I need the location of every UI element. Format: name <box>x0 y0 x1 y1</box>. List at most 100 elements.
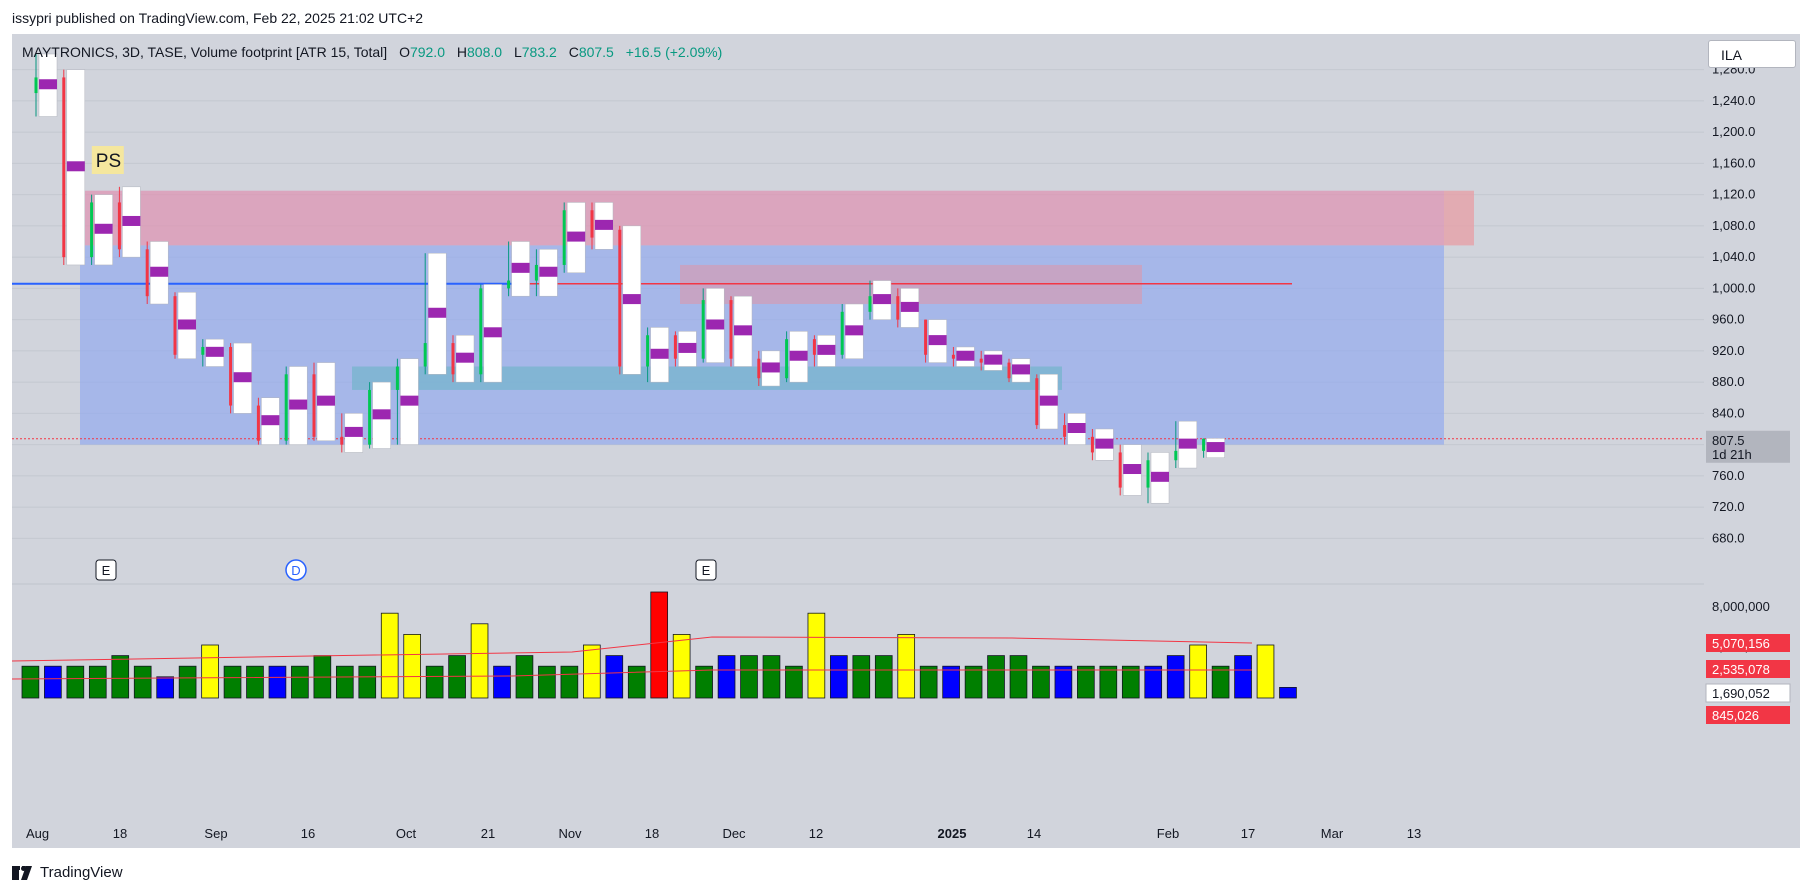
volume-bar <box>1279 687 1297 699</box>
tradingview-logo-icon <box>12 865 32 880</box>
price-tick-label: 1,000.0 <box>1712 280 1755 295</box>
candle <box>368 381 391 449</box>
candle-body <box>979 358 983 363</box>
poc-cell <box>734 325 752 336</box>
time-tick-label: Mar <box>1321 826 1344 841</box>
volume-bar <box>1032 665 1050 699</box>
volume-tag-bg <box>1705 683 1791 703</box>
candle-body <box>1035 378 1039 426</box>
volume-bar <box>874 655 893 699</box>
poc-cell <box>984 354 1003 365</box>
poc-cell <box>456 352 474 363</box>
poc-cell <box>622 294 641 305</box>
candle <box>507 241 530 297</box>
volume-ma-1 <box>11 636 1253 662</box>
chart-legend: MAYTRONICS, 3D, TASE, Volume footprint [… <box>22 44 722 60</box>
volume-tag-bg <box>1706 706 1790 724</box>
poc-cell <box>122 215 141 226</box>
time-tick-label: 21 <box>481 826 495 841</box>
volume-bar <box>66 665 85 699</box>
footer-brand[interactable]: TradingView <box>12 864 123 881</box>
time-tick-label: 16 <box>301 826 315 841</box>
legend-low-label: L <box>513 44 522 60</box>
candle <box>1202 438 1225 458</box>
volume-bar <box>1099 665 1118 699</box>
candle-body <box>201 346 205 355</box>
candle <box>812 335 836 367</box>
poc-cell <box>706 319 725 330</box>
time-tick-label: 18 <box>113 826 127 841</box>
publish-info: issypri published on TradingView.com, Fe… <box>12 10 424 26</box>
chart-svg: PS E D E Aug 18 Sep 16 Oct 21 Nov 18 Dec 12 2025 14 Feb 1… <box>11 53 1704 841</box>
candle <box>284 366 308 445</box>
ps-label: PS <box>96 151 121 172</box>
volume-bar <box>156 676 174 699</box>
poc-cell <box>595 219 613 230</box>
candle <box>395 358 419 445</box>
legend-symbol[interactable]: MAYTRONICS, 3D, TASE, Volume footprint [… <box>22 44 388 60</box>
candle-body <box>284 374 288 441</box>
legend-open-label: O <box>399 44 410 60</box>
poc-cell <box>789 350 808 361</box>
candle-body <box>340 436 344 445</box>
price-tick-label: 880.0 <box>1712 374 1745 389</box>
poc-cell <box>483 327 502 338</box>
legend-high: 808.0 <box>467 44 503 60</box>
candle <box>673 331 697 367</box>
volume-bar <box>1256 644 1275 699</box>
candle <box>1090 428 1114 461</box>
volume-bar <box>807 612 826 699</box>
price-tick-label: 1,200.0 <box>1712 124 1755 139</box>
legend-high-label: H <box>456 44 468 60</box>
candle <box>451 335 475 383</box>
poc-cell <box>956 350 975 361</box>
time-tick-label: 18 <box>645 826 659 841</box>
chart-area[interactable]: PS E D E Aug 18 Sep 16 Oct 21 Nov 18 Dec 12 2025 14 Feb 1… <box>11 34 1704 848</box>
price-tag-bg <box>1706 430 1790 463</box>
currency-selector[interactable]: ILA <box>1708 40 1796 68</box>
price-axis[interactable]: 680.0720.0760.0800.0840.0880.0920.0960.0… <box>1704 34 1800 848</box>
poc-cell <box>39 79 57 90</box>
time-tick-label: 13 <box>1407 826 1421 841</box>
time-tick-label: Nov <box>558 826 582 841</box>
candle-body <box>1118 452 1122 488</box>
volume-tag-bg <box>1706 634 1790 652</box>
volume-bar <box>1166 655 1185 699</box>
earnings-marker <box>695 559 717 581</box>
price-tag-countdown: 1d 21h <box>1712 447 1752 462</box>
volume-bar <box>538 665 556 699</box>
volume-bar <box>1077 665 1095 699</box>
candle <box>479 284 503 383</box>
candle <box>840 303 864 359</box>
candle-body <box>479 288 483 375</box>
volume-bar <box>246 665 264 699</box>
time-tick-label: Sep <box>204 826 227 841</box>
poc-cell <box>317 395 335 406</box>
legend-close-label: C <box>568 44 579 60</box>
price-tick-label: 1,120.0 <box>1712 187 1755 202</box>
candle-body <box>785 339 789 379</box>
candle-body <box>117 202 121 250</box>
poc-cell <box>650 348 669 359</box>
candle <box>701 288 725 363</box>
candle <box>229 342 252 414</box>
candle-body <box>62 77 66 258</box>
poc-cell <box>1151 471 1169 482</box>
volume-bar <box>1234 655 1252 699</box>
candle <box>979 350 1003 371</box>
candle-body <box>673 335 677 359</box>
volume-bar <box>830 655 848 699</box>
candle-body <box>145 249 149 297</box>
candle <box>785 331 808 383</box>
candle-body <box>618 229 622 367</box>
poc-cell <box>372 409 391 420</box>
volume-bar <box>268 665 287 699</box>
poc-cell <box>94 223 113 234</box>
price-tick-label: 1,240.0 <box>1712 93 1755 108</box>
candle-body <box>256 405 260 441</box>
candle-body <box>924 319 928 355</box>
volume-bar <box>740 655 758 699</box>
supply-zone-ext <box>1444 190 1474 246</box>
volume-bar <box>380 612 399 699</box>
candle-body <box>646 335 650 367</box>
